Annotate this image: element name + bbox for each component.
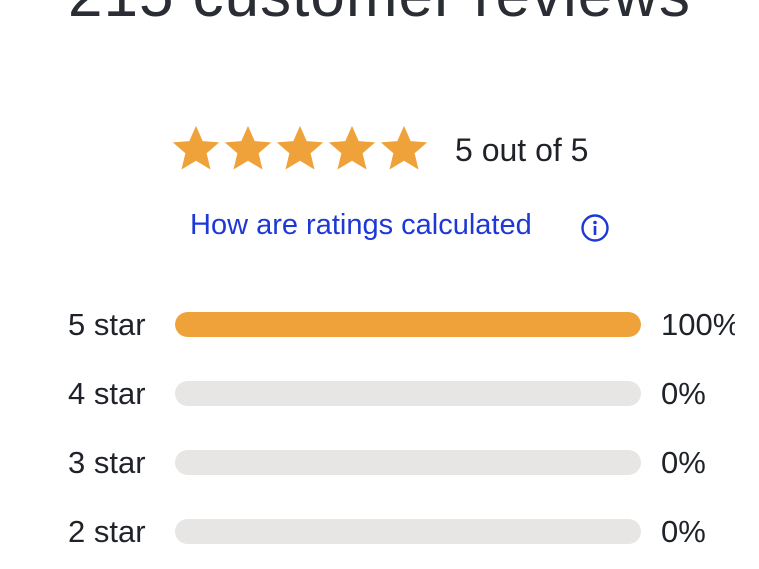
row-percent: 100%: [661, 307, 735, 342]
ratings-calculation-link[interactable]: How are ratings calculated: [190, 209, 532, 241]
row-label: 4 star: [68, 376, 146, 411]
rating-score-text: 5 out of 5: [455, 132, 589, 168]
reviews-count-heading: 215 customer reviews: [0, 0, 759, 31]
star-icon: [172, 125, 220, 170]
percentage-bar-fill: [175, 312, 641, 337]
percentage-bar: [175, 312, 641, 337]
star-icon: [328, 125, 376, 170]
percentage-bar: [175, 450, 641, 475]
row-percent: 0%: [661, 514, 706, 549]
histogram-row-5-star[interactable]: 5 star 100%: [0, 305, 759, 345]
row-label: 5 star: [68, 307, 146, 342]
info-circle-icon[interactable]: [580, 213, 610, 243]
star-icon: [380, 125, 428, 170]
star-icon: [224, 125, 272, 170]
star-rating: [170, 122, 430, 174]
percentage-bar: [175, 519, 641, 544]
row-percent: 0%: [661, 445, 706, 480]
row-label: 3 star: [68, 445, 146, 480]
percentage-bar: [175, 381, 641, 406]
star-icon: [276, 125, 324, 170]
row-label: 2 star: [68, 514, 146, 549]
histogram-row-2-star[interactable]: 2 star 0%: [0, 512, 759, 552]
row-percent: 0%: [661, 376, 706, 411]
histogram-row-4-star[interactable]: 4 star 0%: [0, 374, 759, 414]
histogram-row-3-star[interactable]: 3 star 0%: [0, 443, 759, 483]
